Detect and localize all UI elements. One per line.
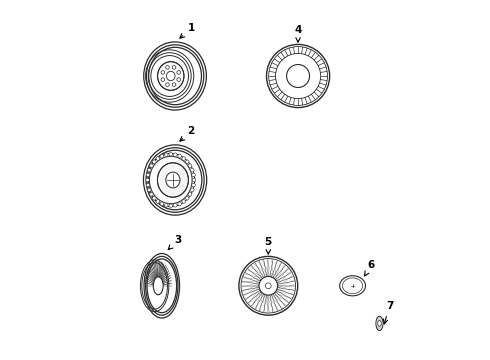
Ellipse shape xyxy=(153,277,163,295)
Ellipse shape xyxy=(157,163,189,197)
Text: 1: 1 xyxy=(180,23,195,38)
Circle shape xyxy=(178,202,181,206)
Ellipse shape xyxy=(158,62,184,90)
Ellipse shape xyxy=(266,283,271,289)
Circle shape xyxy=(152,197,156,200)
Circle shape xyxy=(185,160,189,163)
Circle shape xyxy=(149,193,153,196)
Circle shape xyxy=(191,168,194,172)
Circle shape xyxy=(185,197,189,200)
Circle shape xyxy=(192,178,196,182)
Text: 7: 7 xyxy=(383,301,393,324)
Circle shape xyxy=(173,153,177,157)
Circle shape xyxy=(172,66,176,69)
Circle shape xyxy=(192,173,196,177)
Circle shape xyxy=(188,164,192,167)
Circle shape xyxy=(166,66,169,69)
Circle shape xyxy=(152,160,156,163)
Ellipse shape xyxy=(167,71,175,81)
Circle shape xyxy=(160,154,164,158)
Circle shape xyxy=(146,173,150,177)
Circle shape xyxy=(173,203,177,207)
Ellipse shape xyxy=(287,64,310,87)
Circle shape xyxy=(182,200,186,203)
Circle shape xyxy=(165,153,168,157)
Text: 4: 4 xyxy=(294,25,302,42)
Circle shape xyxy=(169,204,172,208)
Circle shape xyxy=(161,78,165,81)
Circle shape xyxy=(178,154,181,158)
Circle shape xyxy=(165,203,168,207)
Circle shape xyxy=(149,164,153,167)
Circle shape xyxy=(147,188,151,192)
Circle shape xyxy=(172,83,176,86)
Text: 3: 3 xyxy=(168,235,182,249)
Circle shape xyxy=(156,200,160,203)
Ellipse shape xyxy=(378,320,381,326)
Circle shape xyxy=(192,183,196,187)
Circle shape xyxy=(160,202,164,206)
Text: 6: 6 xyxy=(365,260,375,276)
Ellipse shape xyxy=(343,278,363,294)
Circle shape xyxy=(147,168,151,172)
Circle shape xyxy=(146,178,149,182)
Circle shape xyxy=(188,193,192,196)
Circle shape xyxy=(156,157,160,160)
Circle shape xyxy=(166,83,169,86)
Circle shape xyxy=(191,188,194,192)
Circle shape xyxy=(182,157,186,160)
Circle shape xyxy=(177,71,180,74)
Circle shape xyxy=(177,78,180,81)
Ellipse shape xyxy=(166,172,180,188)
Circle shape xyxy=(169,152,172,156)
Text: 5: 5 xyxy=(265,237,272,254)
Circle shape xyxy=(146,183,150,187)
Circle shape xyxy=(161,71,165,74)
Ellipse shape xyxy=(259,276,278,295)
Text: 2: 2 xyxy=(180,126,195,141)
